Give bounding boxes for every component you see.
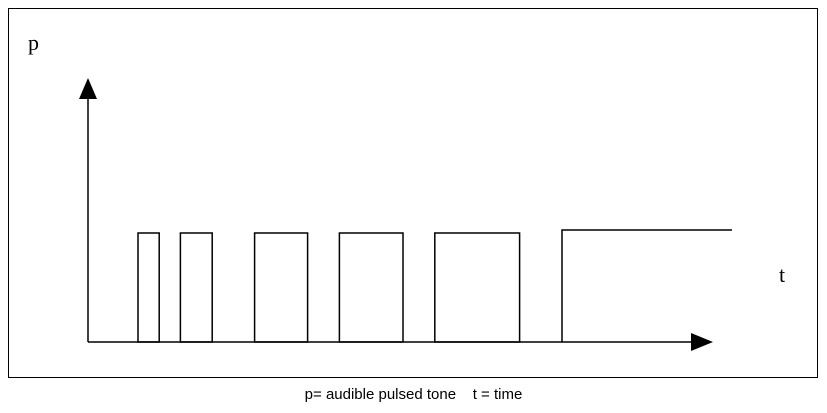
figure-caption: p= audible pulsed tone t = time	[304, 386, 523, 403]
x-axis-arrowhead	[691, 333, 713, 351]
x-axis-label: t	[779, 262, 786, 287]
figure-frame	[8, 8, 818, 378]
pulse-2	[179, 232, 213, 343]
pulse-1	[137, 232, 160, 343]
pulse-4	[338, 232, 404, 343]
y-axis-arrowhead	[79, 78, 97, 99]
pulse-3	[253, 232, 309, 343]
y-axis-label: p	[28, 30, 39, 55]
pulse-group	[137, 229, 732, 343]
pulse-5	[434, 232, 521, 343]
continuous-tone	[561, 229, 732, 342]
